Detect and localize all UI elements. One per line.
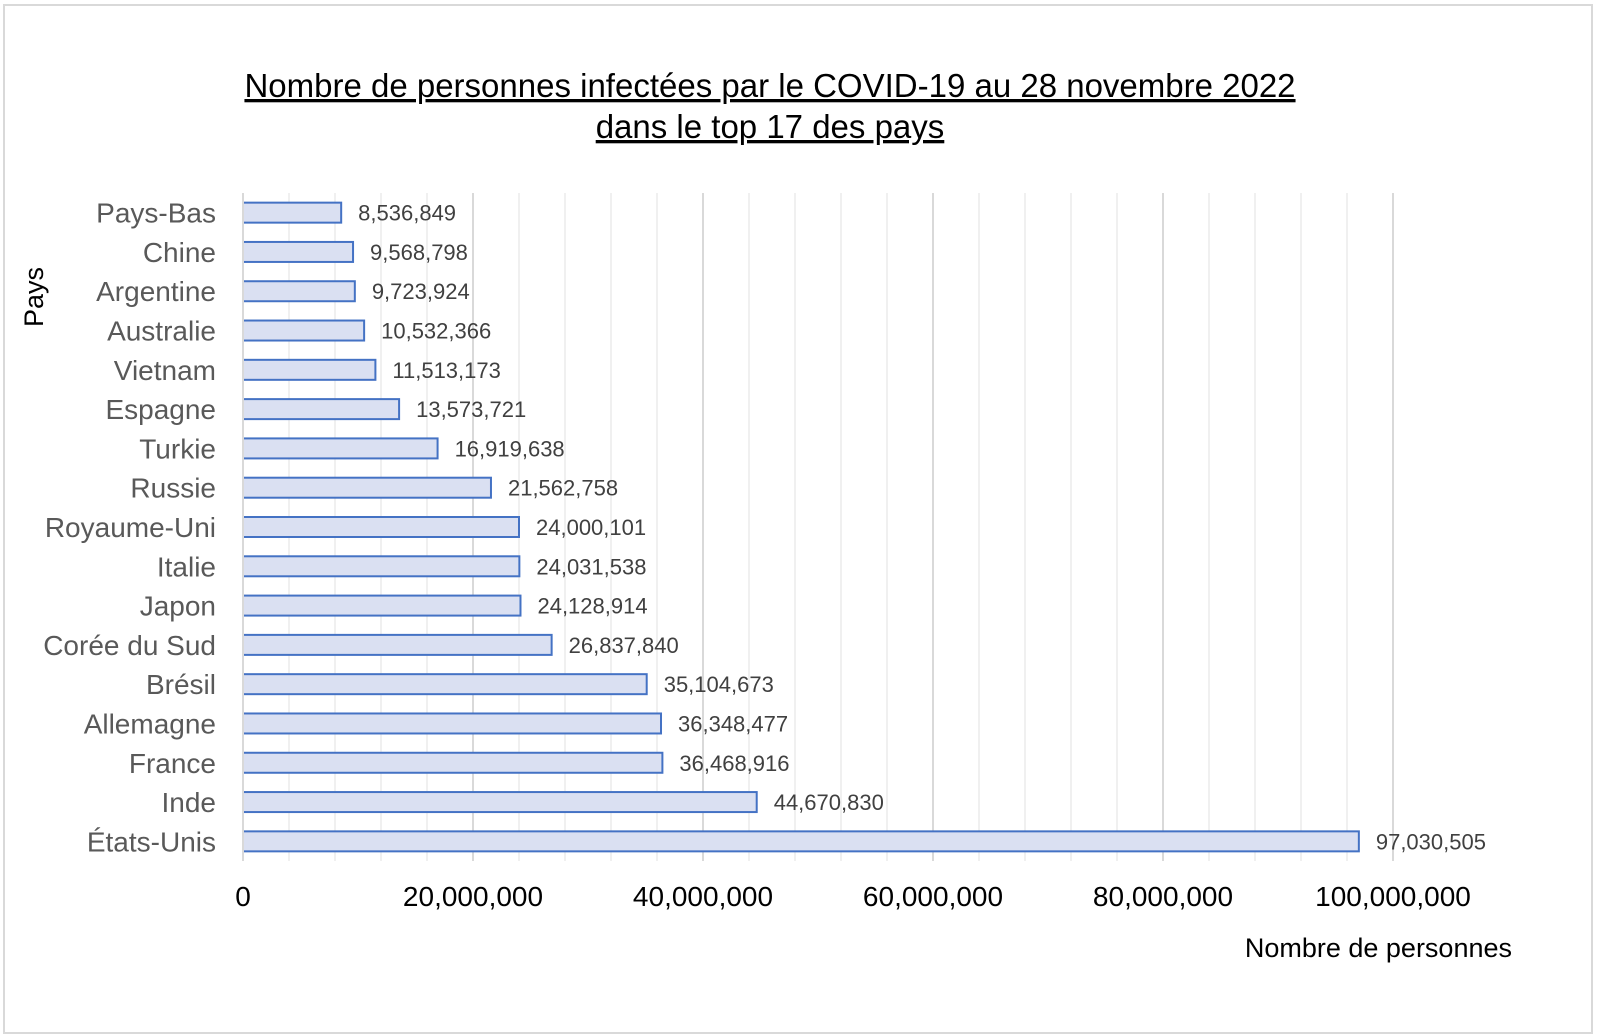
gridlines: [288, 193, 1394, 861]
chart-title-line-2: dans le top 17 des pays: [596, 108, 945, 145]
x-tick-labels: 0 20,000,000 40,000,000 60,000,000 80,000,00…: [235, 881, 1471, 912]
category-label: Corée du Sud: [43, 630, 216, 661]
x-tick-label: 0: [235, 881, 251, 912]
bar: [242, 555, 521, 578]
category-label: Chine: [143, 237, 216, 268]
bar: [242, 398, 401, 421]
bar: [242, 751, 664, 774]
bar: [242, 437, 439, 460]
category-label: Argentine: [96, 276, 216, 307]
value-label: 9,568,798: [370, 240, 468, 265]
value-label: 35,104,673: [664, 672, 774, 697]
bar: [242, 712, 663, 735]
value-label: 36,468,916: [679, 751, 789, 776]
category-label: Vietnam: [114, 355, 216, 386]
value-label: 24,000,101: [536, 515, 646, 540]
value-label: 13,573,721: [416, 397, 526, 422]
value-label: 11,513,173: [392, 358, 500, 383]
x-tick-label: 80,000,000: [1093, 881, 1233, 912]
category-label: Royaume-Uni: [45, 512, 216, 543]
value-label: 9,723,924: [372, 279, 470, 304]
chart-title-line-1: Nombre de personnes infectées par le COV…: [244, 67, 1295, 104]
bar: [242, 673, 648, 696]
bar: [242, 319, 366, 342]
y-axis-title: Pays: [19, 267, 49, 327]
bar: [242, 830, 1360, 853]
category-label: Japon: [140, 591, 216, 622]
category-label: États-Unis: [87, 826, 216, 857]
category-labels: Pays-Bas Chine Argentine Australie Vietnam Es…: [43, 198, 216, 858]
bar: [242, 240, 355, 263]
x-tick-label: 40,000,000: [633, 881, 773, 912]
x-tick-label: 100,000,000: [1315, 881, 1471, 912]
value-label: 21,562,758: [508, 476, 618, 501]
value-label: 26,837,840: [569, 633, 679, 658]
value-label: 36,348,477: [678, 711, 788, 736]
category-label: France: [129, 748, 216, 779]
bar: [242, 791, 758, 814]
bar: [242, 633, 553, 656]
bar: [242, 280, 356, 303]
category-label: Inde: [162, 787, 217, 818]
category-label: Allemagne: [84, 708, 216, 739]
category-label: Turkie: [139, 433, 216, 464]
bar: [242, 476, 492, 499]
category-label: Brésil: [146, 669, 216, 700]
value-label: 44,670,830: [774, 790, 884, 815]
bar: [242, 201, 343, 224]
category-label: Italie: [157, 551, 216, 582]
bar: [242, 358, 377, 381]
value-label: 10,532,366: [381, 319, 491, 344]
category-label: Espagne: [105, 394, 216, 425]
x-tick-label: 60,000,000: [863, 881, 1003, 912]
value-label: 97,030,505: [1376, 829, 1486, 854]
bars: [242, 201, 1360, 853]
category-label: Pays-Bas: [96, 198, 216, 229]
value-label: 8,536,849: [358, 201, 456, 226]
x-tick-label: 20,000,000: [403, 881, 543, 912]
value-labels: 8,536,849 9,568,798 9,723,924 10,532,366 11,…: [358, 201, 1486, 855]
category-label: Australie: [107, 316, 216, 347]
x-axis-title: Nombre de personnes: [1245, 933, 1512, 963]
category-label: Russie: [130, 473, 216, 504]
value-label: 24,128,914: [537, 594, 647, 619]
bar: [242, 516, 521, 538]
value-label: 16,919,638: [455, 436, 565, 461]
value-label: 24,031,538: [536, 554, 646, 579]
bar: [242, 594, 522, 617]
